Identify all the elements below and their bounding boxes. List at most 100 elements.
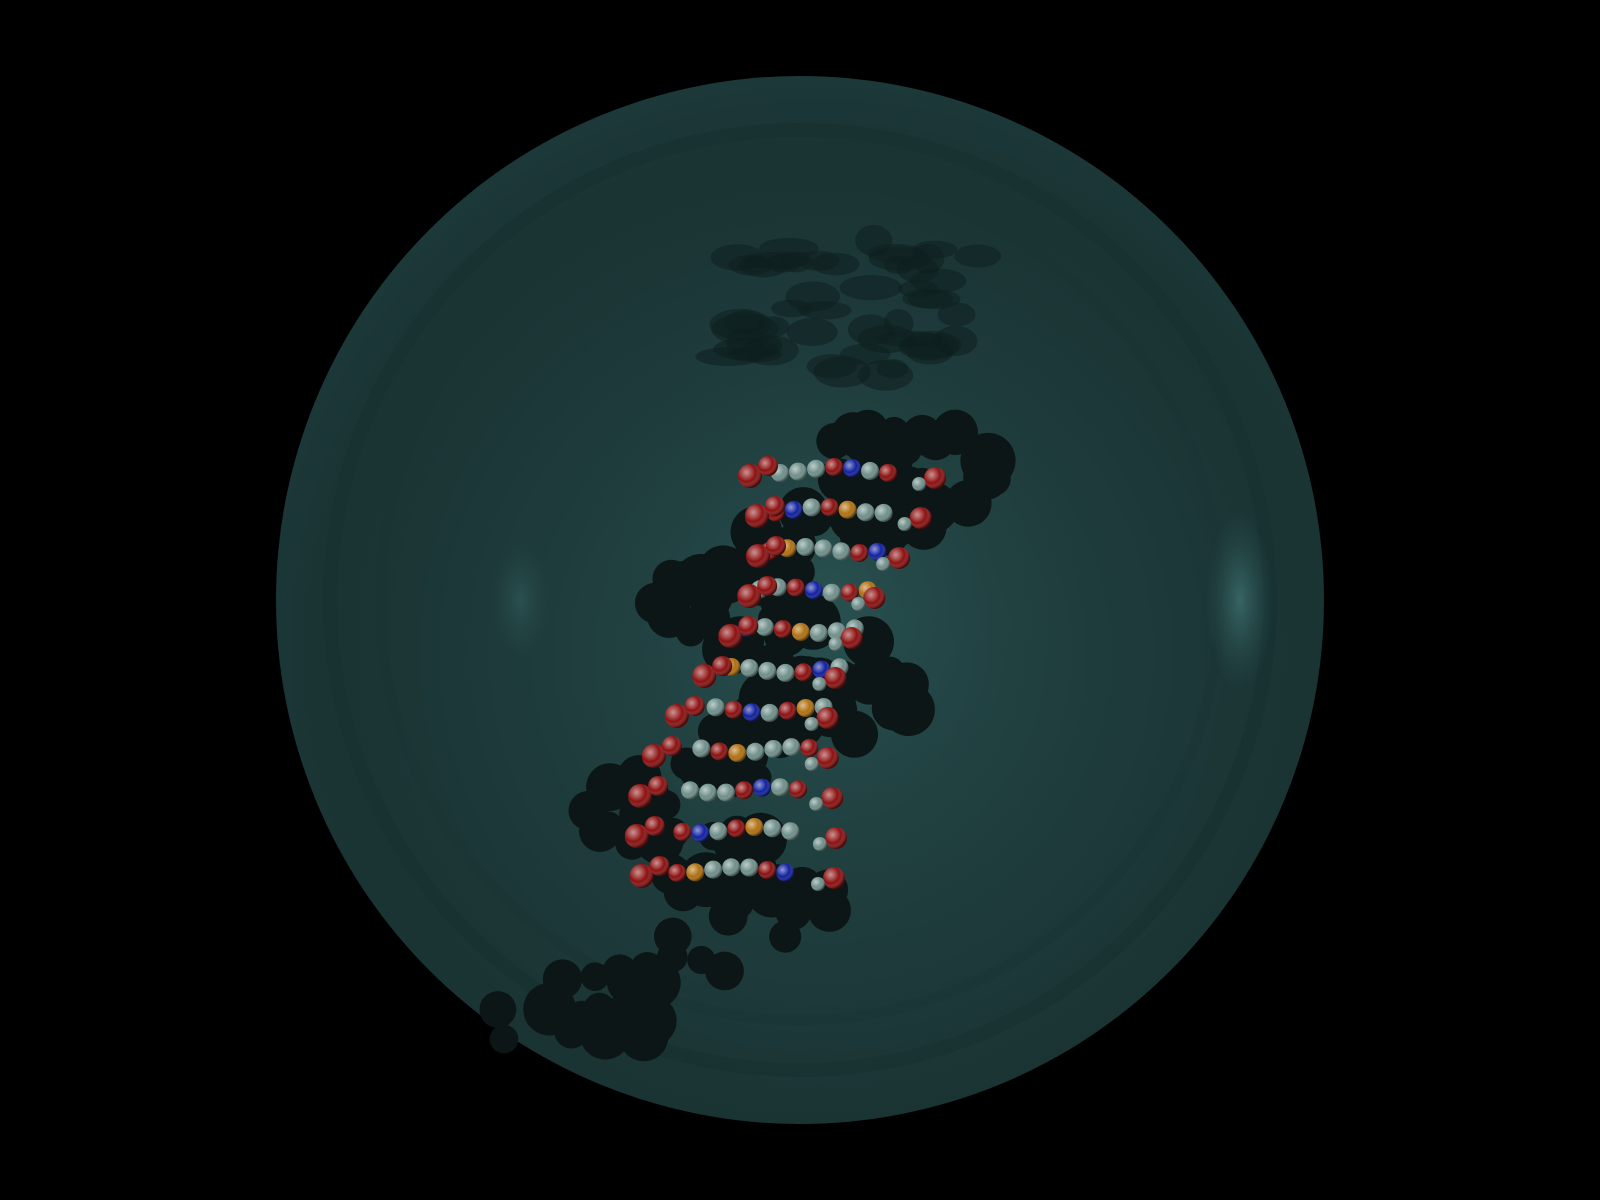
shadow-blob xyxy=(580,962,610,991)
backbone-atom-shading xyxy=(824,667,847,689)
shadow-blob xyxy=(708,896,748,936)
atom-shading xyxy=(809,624,828,642)
atom-shading xyxy=(724,700,743,719)
upper-shadow-blob xyxy=(954,244,1002,268)
atom-shading xyxy=(760,703,779,722)
upper-shadow-blob xyxy=(868,246,931,271)
shadow-blob xyxy=(523,982,576,1036)
backbone-atom-shading xyxy=(661,736,682,756)
atom-shading xyxy=(802,498,821,517)
shadow-blob xyxy=(840,518,877,556)
atom-shading xyxy=(740,659,759,677)
atom-shading xyxy=(745,818,764,836)
backbone-atom-shading xyxy=(863,587,886,609)
atom-shading xyxy=(710,742,729,761)
backbone-atom-shading xyxy=(804,717,819,731)
atom-shading xyxy=(820,498,839,517)
atom-shading xyxy=(740,858,759,877)
atom-shading xyxy=(753,778,771,797)
shadow-blob xyxy=(489,1024,519,1054)
atom-shading xyxy=(856,503,875,522)
atom-shading xyxy=(727,819,746,838)
atom-shading xyxy=(692,739,711,758)
backbone-atom-shading xyxy=(649,856,670,876)
atom-shading xyxy=(758,661,777,680)
atom-shading xyxy=(789,780,807,799)
atom-shading xyxy=(796,538,815,556)
backbone-atom-shading xyxy=(684,696,705,716)
backbone-atom-shading xyxy=(712,656,733,676)
atom-shading xyxy=(781,822,800,841)
upper-shadow-blob xyxy=(839,275,902,301)
backbone-atom-shading xyxy=(816,707,839,729)
upper-shadow-blob xyxy=(910,268,967,294)
shadow-blob xyxy=(634,582,676,624)
shadow-blob xyxy=(932,409,978,455)
atom-shading xyxy=(838,500,857,519)
upper-shadow-blob xyxy=(785,281,840,312)
atom-shading xyxy=(843,459,861,477)
atom-shading xyxy=(832,542,851,561)
atom-shading xyxy=(807,459,825,478)
atom-shading xyxy=(758,861,777,879)
backbone-atom-shading xyxy=(816,747,839,769)
backbone-atom-shading xyxy=(757,576,778,596)
atom-shading xyxy=(742,703,761,722)
backbone-atom-shading xyxy=(628,784,653,808)
backbone-atom-shading xyxy=(888,547,911,569)
atom-shading xyxy=(782,738,801,757)
upper-shadow-blob xyxy=(695,347,763,366)
atom-shading xyxy=(735,781,753,800)
shadow-blob xyxy=(479,991,517,1028)
upper-shadow-blob xyxy=(779,251,813,273)
atom-shading xyxy=(784,500,803,519)
atom-shading xyxy=(699,783,717,802)
backbone-atom-shading xyxy=(664,704,689,728)
backbone-atom-shading xyxy=(738,616,759,636)
atom-shading xyxy=(709,822,728,841)
backbone-atom-shading xyxy=(644,816,665,836)
shadow-blob xyxy=(628,956,681,1009)
atom-shading xyxy=(668,863,687,882)
upper-shadow-blob xyxy=(786,318,838,347)
upper-shadow-blob xyxy=(813,356,871,388)
backbone-atom-shading xyxy=(811,877,825,891)
shadow-blob xyxy=(847,409,889,451)
upper-shadow-blob xyxy=(907,289,961,310)
atom-shading xyxy=(722,858,741,877)
shadow-blob xyxy=(663,872,703,912)
backbone-atom-shading xyxy=(851,597,866,611)
atom-shading xyxy=(822,583,841,602)
backbone-atom-shading xyxy=(744,504,769,528)
atom-shading xyxy=(778,701,797,720)
upper-shadow-blob xyxy=(937,302,976,327)
atom-shading xyxy=(868,542,887,561)
backbone-atom-shading xyxy=(764,496,785,516)
backbone-atom-shading xyxy=(821,787,844,809)
backbone-atom-shading xyxy=(840,627,863,649)
backbone-atom-shading xyxy=(641,744,666,768)
shadow-blob xyxy=(670,747,703,780)
atom-shading xyxy=(800,738,819,757)
atom-shading xyxy=(728,744,747,762)
atom-shading xyxy=(706,698,725,717)
backbone-atom-shading xyxy=(909,507,932,529)
upper-shadow-blob xyxy=(811,252,860,276)
atom-shading xyxy=(840,583,859,602)
atom-shading xyxy=(681,781,699,800)
atom-shading xyxy=(786,578,805,597)
backbone-atom-shading xyxy=(812,677,827,691)
upper-shadow-blob xyxy=(756,316,790,338)
atom-shading xyxy=(776,863,795,882)
atom-shading xyxy=(804,581,823,600)
atom-shading xyxy=(825,458,843,476)
backbone-atom-shading xyxy=(692,664,717,688)
atom-shading xyxy=(771,778,789,797)
atom-shading xyxy=(773,620,792,639)
atom-shading xyxy=(704,860,723,879)
atom-shading xyxy=(776,663,795,682)
shadow-blob xyxy=(602,954,638,990)
atom-shading xyxy=(796,699,815,717)
